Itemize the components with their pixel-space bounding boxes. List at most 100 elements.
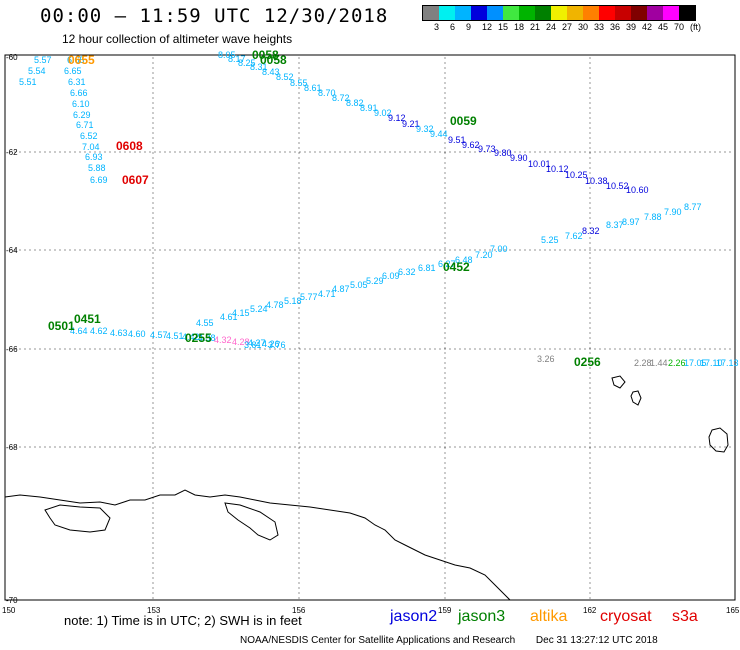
graticule-dot <box>298 547 300 549</box>
graticule-dot <box>639 446 641 448</box>
graticule-dot <box>589 112 591 114</box>
graticule-dot <box>152 577 154 579</box>
graticule-dot <box>152 512 154 514</box>
graticule-dot <box>59 446 61 448</box>
graticule-dot <box>134 446 136 448</box>
graticule-dot <box>4 249 6 251</box>
graticule-dot <box>152 282 154 284</box>
graticule-dot <box>324 348 326 350</box>
graticule-dot <box>594 348 596 350</box>
graticule-dot <box>34 446 36 448</box>
graticule-dot <box>669 446 671 448</box>
swh-value: 4.57 <box>150 330 168 340</box>
graticule-dot <box>152 262 154 264</box>
graticule-dot <box>298 307 300 309</box>
graticule-dot <box>689 249 691 251</box>
graticule-dot <box>499 348 501 350</box>
graticule-dot <box>194 446 196 448</box>
graticule-dot <box>152 237 154 239</box>
graticule-dot <box>564 151 566 153</box>
graticule-dot <box>629 348 631 350</box>
swh-value: 8.25 <box>238 58 256 68</box>
swh-value: 8.17 <box>228 54 246 64</box>
graticule-dot <box>454 446 456 448</box>
graticule-dot <box>94 151 96 153</box>
graticule-dot <box>579 446 581 448</box>
swh-value: 6.65 <box>64 66 82 76</box>
graticule-dot <box>589 407 591 409</box>
graticule-dot <box>709 348 711 350</box>
graticule-dot <box>129 249 131 251</box>
graticule-dot <box>74 249 76 251</box>
graticule-dot <box>589 532 591 534</box>
graticule-dot <box>589 117 591 119</box>
graticule-dot <box>298 287 300 289</box>
graticule-dot <box>298 127 300 129</box>
graticule-dot <box>554 249 556 251</box>
graticule-dot <box>298 297 300 299</box>
graticule-dot <box>634 249 636 251</box>
graticule-dot <box>349 151 351 153</box>
graticule-dot <box>259 249 261 251</box>
swh-value: 5.05 <box>350 280 368 290</box>
graticule-dot <box>514 151 516 153</box>
graticule-dot <box>389 348 391 350</box>
graticule-dot <box>589 417 591 419</box>
graticule-dot <box>298 267 300 269</box>
graticule-dot <box>54 151 56 153</box>
graticule-dot <box>439 446 441 448</box>
graticule-dot <box>298 422 300 424</box>
graticule-dot <box>479 446 481 448</box>
graticule-dot <box>294 249 296 251</box>
graticule-dot <box>129 348 131 350</box>
graticule-dot <box>374 249 376 251</box>
coastal-island <box>44 504 111 533</box>
graticule-dot <box>269 348 271 350</box>
graticule-dot <box>394 348 396 350</box>
graticule-dot <box>39 446 41 448</box>
graticule-dot <box>589 342 591 344</box>
graticule-dot <box>134 151 136 153</box>
graticule-dot <box>519 348 521 350</box>
graticule-dot <box>669 151 671 153</box>
graticule-dot <box>298 332 300 334</box>
swh-value: 4.15 <box>232 308 250 318</box>
graticule-dot <box>614 348 616 350</box>
swh-value: 2.26 <box>668 358 686 368</box>
graticule-dot <box>664 348 666 350</box>
graticule-dot <box>152 377 154 379</box>
graticule-dot <box>189 151 191 153</box>
swh-value: 6.48 <box>455 255 473 265</box>
graticule-dot <box>654 249 656 251</box>
graticule-dot <box>424 348 426 350</box>
graticule-dot <box>244 446 246 448</box>
graticule-dot <box>54 249 56 251</box>
graticule-dot <box>484 348 486 350</box>
graticule-dot <box>54 348 56 350</box>
graticule-dot <box>294 151 296 153</box>
graticule-dot <box>152 597 154 599</box>
graticule-dot <box>152 232 154 234</box>
graticule-dot <box>298 202 300 204</box>
latitude-label: -66 <box>6 345 18 354</box>
graticule-dot <box>129 151 131 153</box>
graticule-dot <box>579 249 581 251</box>
graticule-dot <box>154 446 156 448</box>
swh-value: 6.09 <box>382 271 400 281</box>
graticule-dot <box>609 249 611 251</box>
graticule-dot <box>504 151 506 153</box>
graticule-dot <box>269 446 271 448</box>
graticule-dot <box>474 446 476 448</box>
graticule-dot <box>249 249 251 251</box>
swh-value: 6.29 <box>73 110 91 120</box>
graticule-dot <box>152 482 154 484</box>
graticule-dot <box>444 137 446 139</box>
graticule-dot <box>279 249 281 251</box>
swh-value: 9.21 <box>402 119 420 129</box>
graticule-dot <box>699 249 701 251</box>
graticule-dot <box>444 567 446 569</box>
graticule-dot <box>124 151 126 153</box>
graticule-dot <box>109 348 111 350</box>
graticule-dot <box>298 197 300 199</box>
graticule-dot <box>319 446 321 448</box>
